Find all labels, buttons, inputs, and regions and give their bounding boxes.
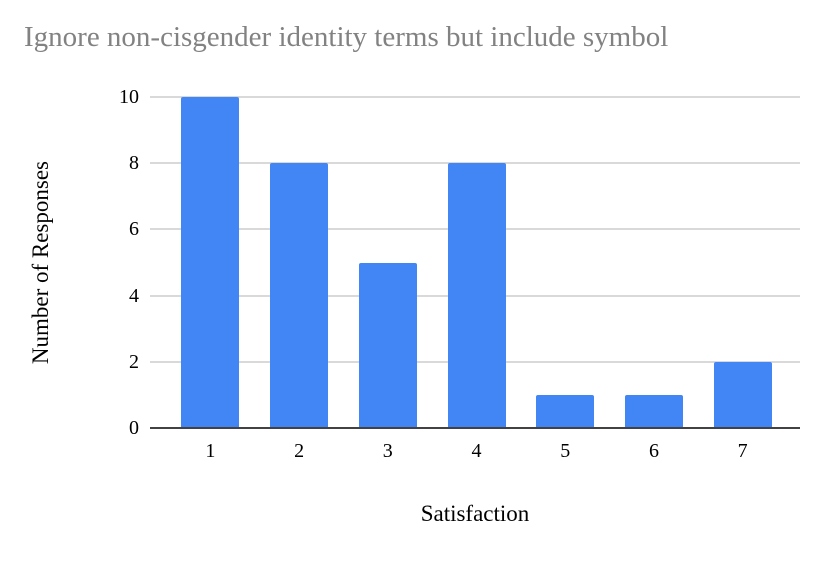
x-tick-label-5: 5 xyxy=(560,440,571,462)
bars-row xyxy=(166,97,787,428)
gridline-y-10 xyxy=(150,96,800,98)
x-axis-ticks: 1 2 3 4 5 6 7 xyxy=(166,440,787,463)
y-axis-title: Number of Responses xyxy=(18,97,64,428)
bar-6 xyxy=(624,394,683,428)
chart-title: Ignore non-cisgender identity terms but … xyxy=(24,21,669,53)
bar-4 xyxy=(447,163,506,428)
bar-band-1 xyxy=(166,97,255,428)
bar-1 xyxy=(181,97,240,428)
x-tick-label-4: 4 xyxy=(471,440,482,462)
plot-area xyxy=(150,96,800,429)
y-tick-label-0: 0 xyxy=(129,417,139,439)
x-tick-label-7: 7 xyxy=(737,440,748,462)
bar-7 xyxy=(713,361,772,428)
bar-band-4 xyxy=(432,97,521,428)
bar-2 xyxy=(270,163,329,428)
y-tick-label-6: 6 xyxy=(129,218,139,241)
y-tick-label-10: 10 xyxy=(119,86,139,108)
x-tick-label-3: 3 xyxy=(382,440,393,462)
x-tick-label-2: 2 xyxy=(294,440,305,462)
y-axis-ticks: 0 2 4 6 8 10 xyxy=(60,86,139,439)
x-tick-label-6: 6 xyxy=(648,440,659,462)
bar-band-6 xyxy=(610,97,699,428)
bar-band-3 xyxy=(343,97,432,428)
bar-band-5 xyxy=(521,97,610,428)
bar-band-7 xyxy=(698,97,787,428)
bar-band-2 xyxy=(255,97,344,428)
y-axis-title-text: Number of Responses xyxy=(28,160,53,365)
x-tick-label-1: 1 xyxy=(205,440,216,462)
x-axis-line xyxy=(150,427,800,429)
x-axis-title: Satisfaction xyxy=(420,501,530,526)
y-tick-label-8: 8 xyxy=(129,152,139,175)
bar-5 xyxy=(536,394,595,428)
gridline-y-8 xyxy=(150,162,800,165)
y-tick-label-4: 4 xyxy=(129,284,139,307)
y-tick-label-2: 2 xyxy=(129,350,139,373)
bar-3 xyxy=(358,262,417,428)
